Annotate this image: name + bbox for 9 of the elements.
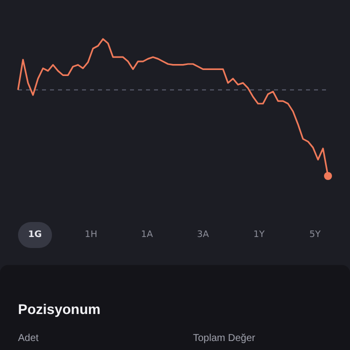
text: 5Y <box>308 229 322 242</box>
text: Adet <box>18 333 39 344</box>
text: 1H <box>84 229 98 242</box>
text: Toplam Değer <box>193 333 256 344</box>
text: Pozisyonum <box>18 301 100 317</box>
text: 1A <box>140 229 154 242</box>
text: 3A <box>196 229 210 242</box>
text: 1G <box>18 222 52 248</box>
text: 1Y <box>252 229 266 242</box>
